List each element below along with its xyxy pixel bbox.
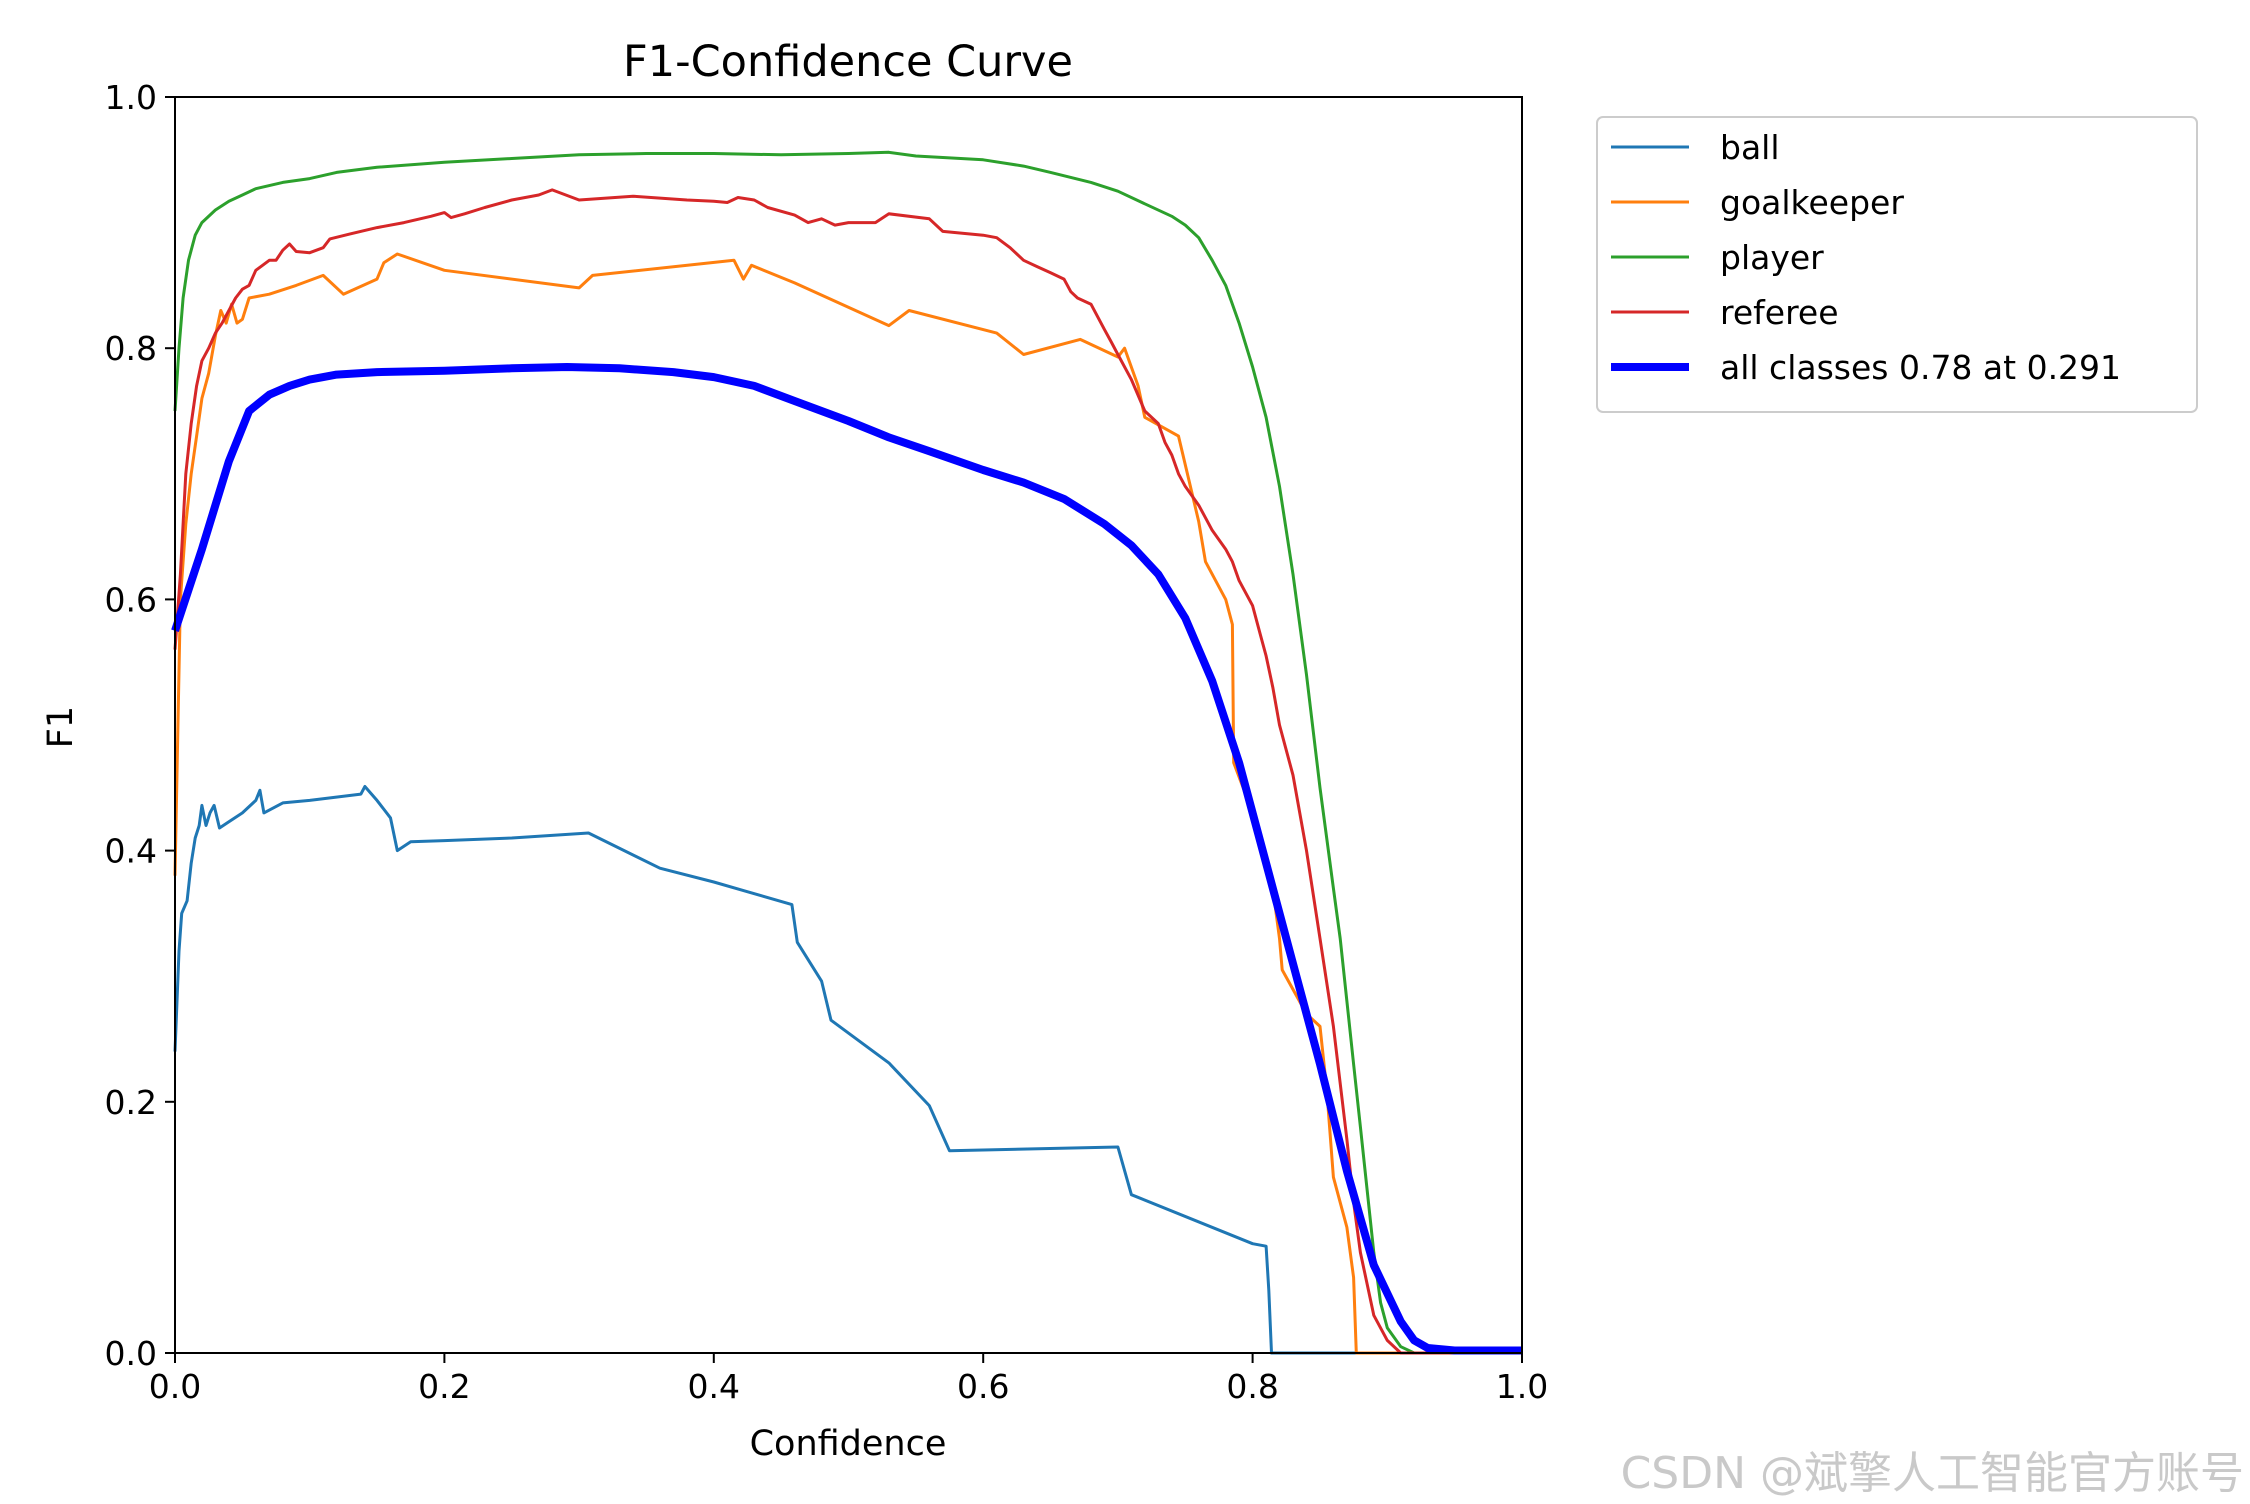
y-tick-label: 0.2 [105, 1083, 157, 1122]
legend-label-4: all classes 0.78 at 0.291 [1720, 348, 2121, 387]
y-tick-label: 0.4 [105, 832, 157, 871]
series-line-1 [173, 252, 1522, 1355]
x-tick-label: 0.2 [418, 1367, 470, 1406]
series-line-3 [173, 188, 1522, 1355]
x-tick-label: 0.8 [1226, 1367, 1278, 1406]
x-tick-label: 1.0 [1496, 1367, 1548, 1406]
x-tick-label: 0.4 [688, 1367, 740, 1406]
legend-label-2: player [1720, 238, 1824, 277]
series-line-4 [171, 363, 1522, 1355]
legend-label-0: ball [1720, 128, 1780, 167]
legend[interactable]: ball goalkeeper player referee all classes 0… [1596, 116, 2198, 413]
y-tick-label: 1.0 [105, 78, 157, 117]
series-layer [171, 150, 1522, 1355]
series-line-0 [173, 785, 1522, 1355]
y-tick-label: 0.6 [105, 580, 157, 619]
y-tick-label: 0.0 [105, 1334, 157, 1373]
legend-label-3: referee [1720, 293, 1839, 332]
legend-frame [1596, 116, 2198, 413]
series-line-2 [173, 150, 1522, 1355]
watermark: CSDN @斌擎人工智能官方账号 [1620, 1448, 2244, 1499]
x-tick-label: 0.6 [957, 1367, 1009, 1406]
x-tick-label: 0.0 [149, 1367, 201, 1406]
y-tick-label: 0.8 [105, 329, 157, 368]
y-axis-label: F1 [41, 706, 81, 748]
legend-label-1: goalkeeper [1720, 183, 1904, 222]
x-axis-label: Confidence [750, 1424, 947, 1464]
plot-frame [174, 96, 1523, 1354]
chart-title: F1-Confidence Curve [623, 37, 1073, 87]
ticks-layer: 0.0 0.2 0.4 0.6 0.8 1.0 0.0 0.2 0.4 0.6 0.8 1.0 [105, 78, 1549, 1406]
